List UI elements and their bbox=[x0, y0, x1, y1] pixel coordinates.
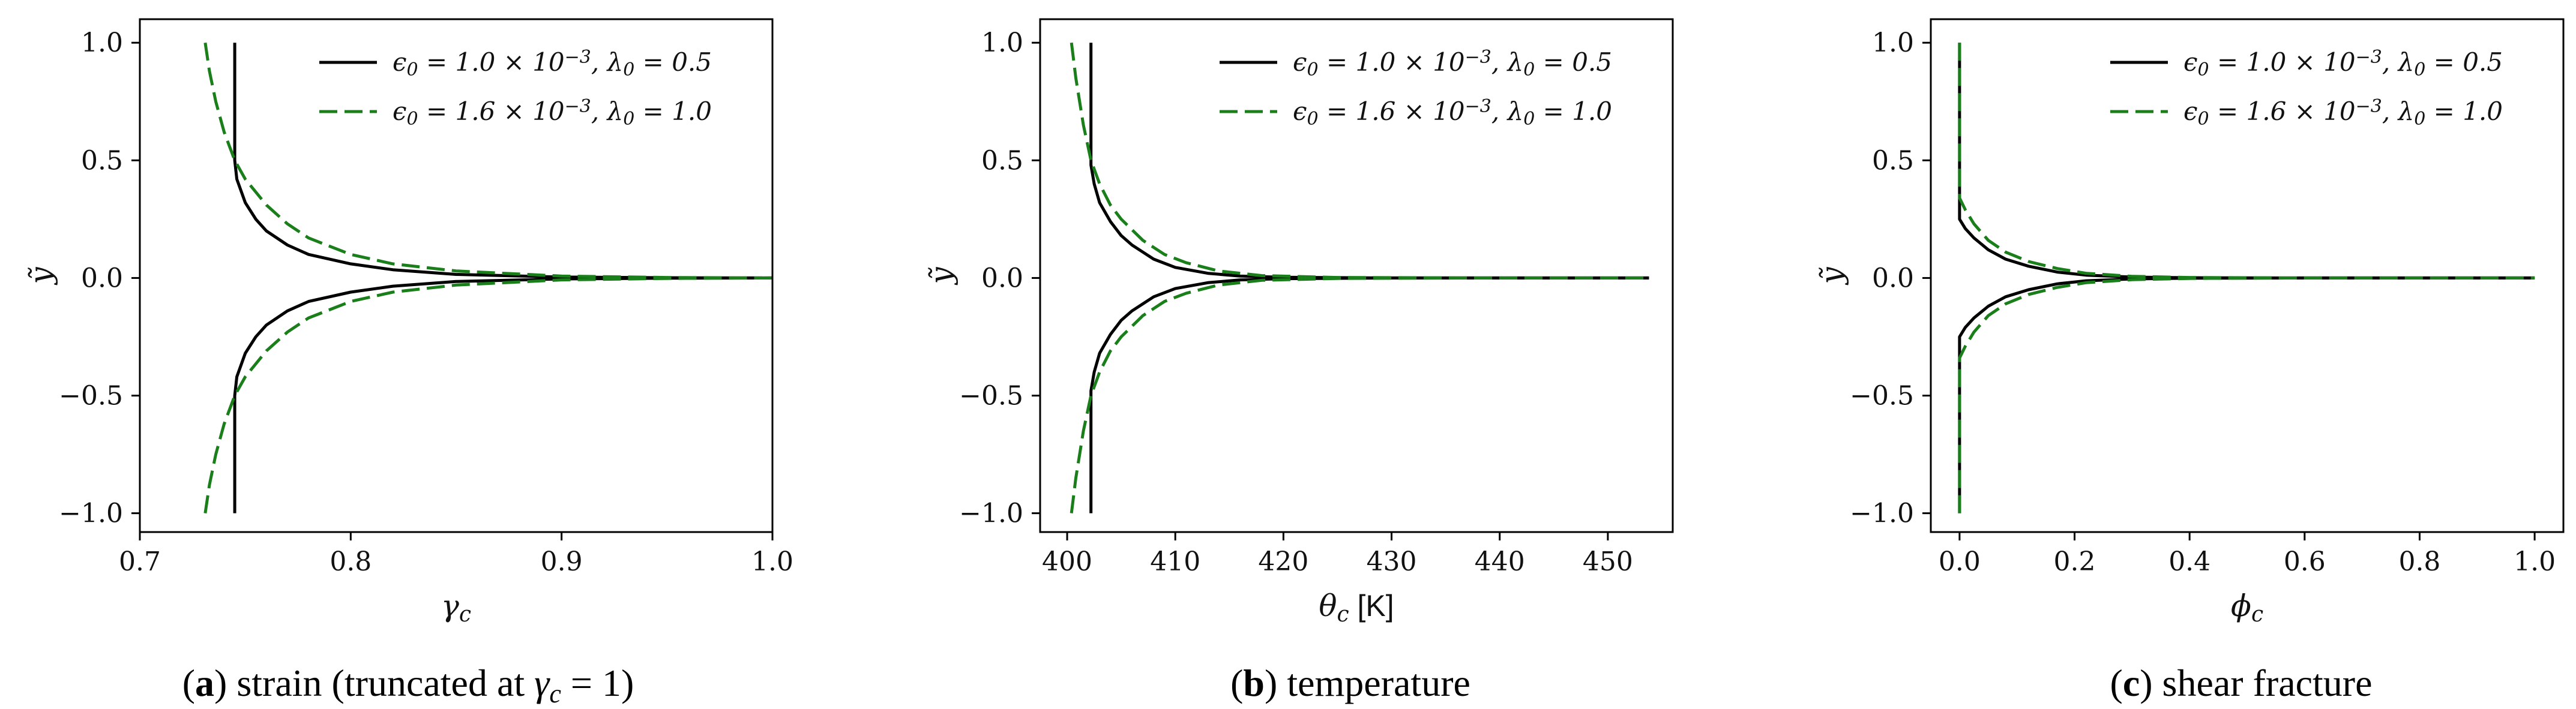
x-tick-label: 0.0 bbox=[1939, 546, 1981, 577]
x-tick-label: 440 bbox=[1475, 546, 1525, 577]
series-line-lower bbox=[233, 276, 772, 513]
y-tick-label: 0.5 bbox=[1872, 145, 1914, 176]
legend-label: ϵ0 = 1.6 × 10−3, λ0 = 1.0 bbox=[1293, 96, 1612, 130]
series-line-upper bbox=[1958, 43, 2535, 280]
series-line-upper bbox=[1089, 43, 1649, 280]
chart-panel: 0.7 0.8 0.9 1.0 −1.0 −0.5 0.0 0.5 1.0 γc ỹ ϵ0 = 1.0… bbox=[23, 18, 793, 708]
series-line-upper bbox=[233, 43, 772, 280]
x-tick-label: 0.9 bbox=[541, 546, 583, 577]
x-axis-label: ϕc bbox=[2231, 588, 2263, 627]
x-tick-label: 430 bbox=[1367, 546, 1417, 577]
y-tick-label: −0.5 bbox=[959, 381, 1023, 411]
x-tick-label: 0.8 bbox=[2398, 546, 2440, 577]
series-line-lower bbox=[1958, 276, 2535, 513]
series-line-upper bbox=[1958, 43, 2535, 280]
legend-label: ϵ0 = 1.0 × 10−3, λ0 = 0.5 bbox=[1293, 47, 1612, 80]
x-tick-label: 0.7 bbox=[119, 546, 161, 577]
chart-panel: 400 410 420 430 440 450 −1.0 −0.5 0.0 0.5 1.0 θc [K… bbox=[924, 18, 1674, 704]
plot-frame bbox=[139, 18, 774, 533]
legend-label: ϵ0 = 1.0 × 10−3, λ0 = 0.5 bbox=[2183, 47, 2503, 80]
y-tick-label: 1.0 bbox=[981, 28, 1023, 58]
series-line-lower bbox=[1958, 276, 2535, 513]
y-axis-label: ỹ bbox=[23, 267, 58, 286]
y-tick-label: −0.5 bbox=[1850, 381, 1914, 411]
figure-caption: (a) strain (truncated at γc = 1) bbox=[182, 662, 634, 708]
series-line-lower bbox=[203, 276, 772, 513]
x-tick-label: 1.0 bbox=[2514, 546, 2556, 577]
x-axis-label: θc [K] bbox=[1319, 588, 1394, 627]
y-tick-label: 0.0 bbox=[81, 263, 123, 293]
x-tick-label: 0.8 bbox=[330, 546, 372, 577]
figure-caption: (b) temperature bbox=[1230, 662, 1470, 704]
series-line-lower bbox=[1089, 276, 1649, 513]
x-tick-label: 400 bbox=[1042, 546, 1092, 577]
x-axis-label: γc bbox=[441, 588, 471, 627]
y-tick-label: 1.0 bbox=[81, 28, 123, 58]
y-axis-label: ỹ bbox=[924, 267, 958, 286]
legend-label: ϵ0 = 1.6 × 10−3, λ0 = 1.0 bbox=[2183, 96, 2503, 130]
x-tick-label: 410 bbox=[1150, 546, 1200, 577]
y-tick-label: 0.0 bbox=[981, 263, 1023, 293]
y-tick-label: 0.5 bbox=[81, 145, 123, 176]
x-tick-label: 0.4 bbox=[2168, 546, 2210, 577]
y-tick-label: −1.0 bbox=[59, 498, 123, 529]
x-tick-label: 1.0 bbox=[751, 546, 793, 577]
y-tick-label: 0.0 bbox=[1872, 263, 1914, 293]
legend-label: ϵ0 = 1.6 × 10−3, λ0 = 1.0 bbox=[393, 96, 712, 130]
y-tick-label: −1.0 bbox=[1850, 498, 1914, 529]
series-line-upper bbox=[1070, 42, 1649, 280]
x-tick-label: 420 bbox=[1258, 546, 1308, 577]
y-tick-label: −1.0 bbox=[959, 498, 1023, 529]
legend-label: ϵ0 = 1.0 × 10−3, λ0 = 0.5 bbox=[393, 47, 712, 80]
y-tick-label: 0.5 bbox=[981, 145, 1023, 176]
y-tick-label: −0.5 bbox=[59, 381, 123, 411]
x-tick-label: 0.2 bbox=[2054, 546, 2096, 577]
series-line-lower bbox=[1070, 276, 1649, 513]
y-tick-label: 1.0 bbox=[1872, 28, 1914, 58]
series-line-upper bbox=[203, 42, 772, 280]
plot-frame bbox=[1930, 18, 2565, 533]
chart-panel: 0.0 0.2 0.4 0.6 0.8 1.0 −1.0 −0.5 0.0 0.5 1.0 ϕc ỹ ϵ0… bbox=[1814, 18, 2565, 704]
plot-frame bbox=[1039, 18, 1674, 533]
figure-caption: (c) shear fracture bbox=[2110, 662, 2373, 704]
x-tick-label: 0.6 bbox=[2284, 546, 2326, 577]
y-axis-label: ỹ bbox=[1814, 267, 1849, 286]
x-tick-label: 450 bbox=[1583, 546, 1633, 577]
